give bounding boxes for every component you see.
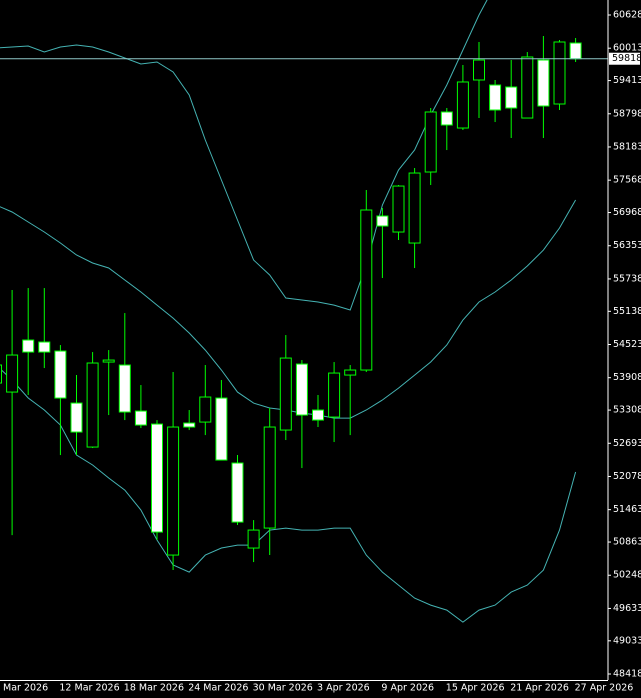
candle-body — [489, 84, 502, 111]
y-tick-label: 60013 — [613, 43, 641, 54]
y-tick-label: 49633 — [613, 603, 641, 614]
y-tick-label: 59413 — [613, 75, 641, 86]
candle-body — [569, 42, 582, 60]
y-tick-label: 48418 — [613, 669, 641, 680]
candle-body — [376, 215, 389, 227]
x-tick-label: 27 Apr 2026 — [575, 683, 634, 694]
current-price-label: 59818 — [612, 53, 641, 64]
band-line — [0, 0, 488, 311]
candle-body — [70, 402, 83, 433]
y-tick-label: 55738 — [613, 273, 641, 284]
current-price-box — [609, 52, 640, 65]
candle-body — [553, 41, 566, 105]
candle-body — [408, 172, 421, 244]
candle-body — [151, 423, 163, 533]
candle-body — [263, 426, 276, 529]
y-tick-label: 52078 — [613, 471, 641, 482]
x-tick-label: 18 Mar 2026 — [124, 683, 184, 694]
x-tick-label: 30 Mar 2026 — [253, 683, 313, 694]
candle-body — [473, 59, 485, 81]
y-tick-label: 54523 — [613, 339, 641, 350]
candle-body — [424, 111, 437, 173]
band-line — [0, 368, 577, 623]
y-tick-label: 49033 — [613, 635, 641, 646]
candle-body — [328, 372, 341, 418]
y-tick-label: 60628 — [613, 10, 641, 21]
candle-body — [54, 350, 67, 399]
candle-body — [344, 369, 357, 376]
y-tick-label: 57568 — [613, 175, 641, 186]
y-tick-label: 50248 — [613, 570, 641, 581]
x-tick-label: 3 Apr 2026 — [317, 683, 370, 694]
candle-body — [521, 56, 534, 119]
candle-body — [231, 462, 244, 523]
candle-body — [279, 357, 292, 431]
candle-body — [537, 59, 550, 107]
x-tick-label: 9 Apr 2026 — [381, 683, 434, 694]
x-tick-label: 21 Apr 2026 — [510, 683, 569, 694]
x-tick-label: 15 Apr 2026 — [446, 683, 505, 694]
candle-body — [22, 339, 35, 353]
candle-body — [118, 364, 131, 413]
x-tick-label: 24 Mar 2026 — [188, 683, 248, 694]
candle-body — [134, 410, 147, 426]
candle-body — [6, 354, 19, 393]
y-tick-label: 58183 — [613, 141, 641, 152]
x-tick-label: Mar 2026 — [3, 683, 48, 694]
y-tick-label: 55138 — [613, 306, 641, 317]
y-tick-label: 56353 — [613, 240, 641, 251]
candle-body — [295, 363, 308, 416]
y-tick-label: 58798 — [613, 108, 641, 119]
candle-body — [199, 396, 212, 423]
candle-body — [247, 529, 260, 549]
candle-body — [440, 111, 453, 126]
y-tick-label: 51463 — [613, 504, 641, 515]
candle-body — [312, 409, 324, 421]
candle-body — [215, 397, 228, 461]
candle-body — [0, 364, 2, 384]
y-tick-label: 53908 — [613, 372, 641, 383]
candle-body — [360, 209, 373, 371]
candle-body — [102, 359, 115, 363]
candle-body — [456, 81, 469, 129]
y-tick-label: 53308 — [613, 405, 641, 416]
y-tick-label: 52693 — [613, 438, 641, 449]
candle-body — [183, 422, 196, 428]
y-tick-label: 50863 — [613, 537, 641, 548]
candle-body — [167, 426, 180, 556]
candle-body — [392, 185, 405, 233]
plot-area — [0, 0, 608, 623]
x-tick-label: 12 Mar 2026 — [59, 683, 119, 694]
y-tick-label: 56968 — [613, 207, 641, 218]
candle-body — [505, 86, 518, 109]
candle-body — [38, 341, 51, 353]
candle-body — [86, 362, 99, 448]
